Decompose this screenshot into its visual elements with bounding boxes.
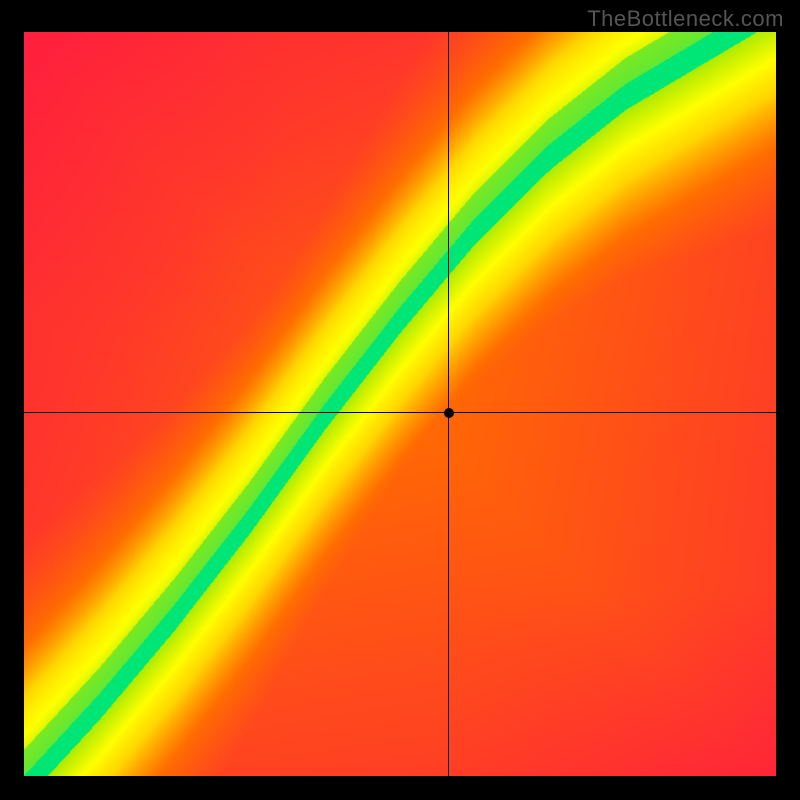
chart-container: TheBottleneck.com — [0, 0, 800, 800]
plot-area — [24, 32, 776, 776]
crosshair-marker — [444, 408, 454, 418]
watermark-text: TheBottleneck.com — [587, 6, 784, 32]
heatmap-canvas — [24, 32, 776, 776]
crosshair-vertical — [448, 32, 449, 776]
crosshair-horizontal — [24, 412, 776, 413]
